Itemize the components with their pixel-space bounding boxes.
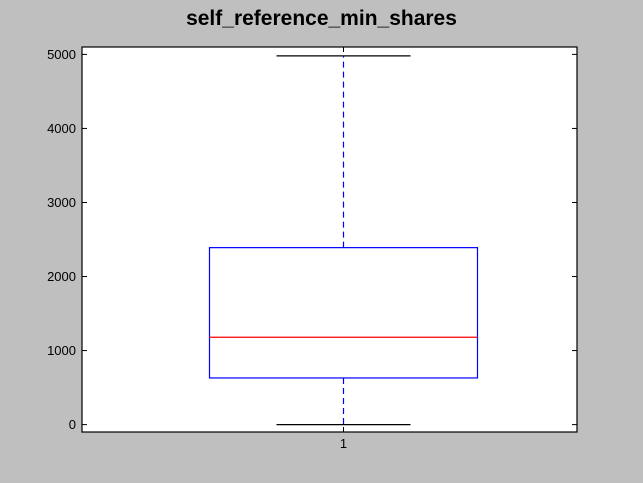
y-tick-label: 5000 [47, 47, 76, 62]
y-tick-label: 2000 [47, 269, 76, 284]
boxplot-layer [208, 55, 479, 426]
x-tick-label: 1 [340, 436, 347, 451]
axes-background [82, 47, 577, 432]
y-tick-label: 1000 [47, 343, 76, 358]
y-tick-label: 0 [69, 417, 76, 432]
chart-title: self_reference_min_shares [186, 7, 457, 30]
iqr-box [208, 247, 479, 379]
y-tick-label: 3000 [47, 195, 76, 210]
y-tick-label: 4000 [47, 121, 76, 136]
ticks-layer: 0 1000 2000 3000 4000 5000 1 [47, 47, 577, 451]
axes-frame [81, 46, 578, 433]
